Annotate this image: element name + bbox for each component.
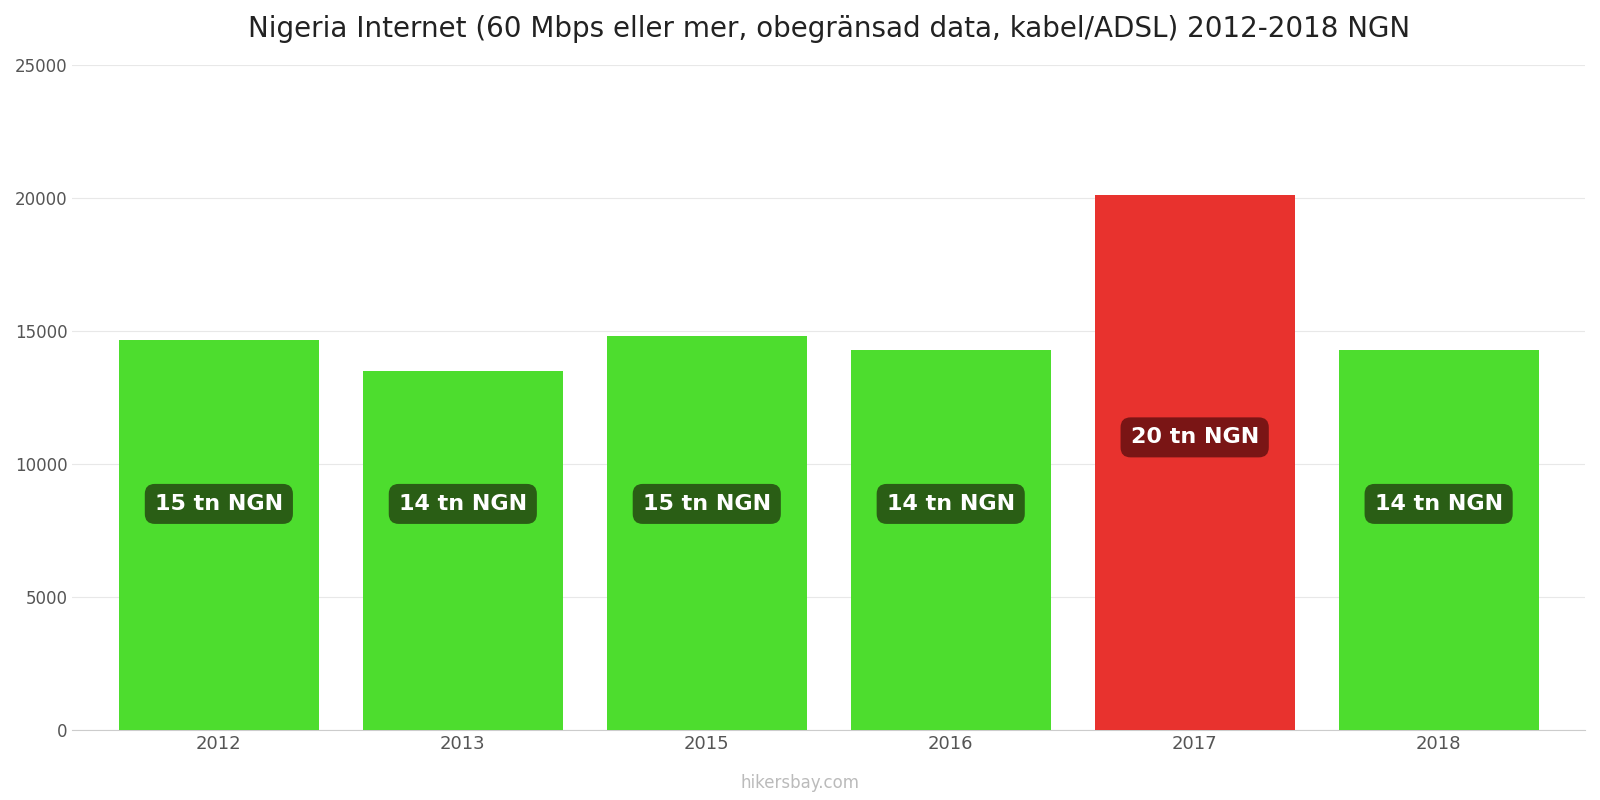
Title: Nigeria Internet (60 Mbps eller mer, obegränsad data, kabel/ADSL) 2012-2018 NGN: Nigeria Internet (60 Mbps eller mer, obe… bbox=[248, 15, 1410, 43]
Text: 14 tn NGN: 14 tn NGN bbox=[1374, 494, 1502, 514]
Bar bbox=[1094, 195, 1294, 730]
Text: 14 tn NGN: 14 tn NGN bbox=[886, 494, 1014, 514]
Bar bbox=[363, 371, 563, 730]
Text: 15 tn NGN: 15 tn NGN bbox=[643, 494, 771, 514]
Text: 14 tn NGN: 14 tn NGN bbox=[398, 494, 526, 514]
Text: hikersbay.com: hikersbay.com bbox=[741, 774, 859, 792]
Text: 15 tn NGN: 15 tn NGN bbox=[155, 494, 283, 514]
Bar bbox=[118, 340, 318, 730]
Bar bbox=[1339, 350, 1539, 730]
Bar bbox=[606, 336, 806, 730]
Text: 20 tn NGN: 20 tn NGN bbox=[1131, 427, 1259, 447]
Bar bbox=[851, 350, 1051, 730]
